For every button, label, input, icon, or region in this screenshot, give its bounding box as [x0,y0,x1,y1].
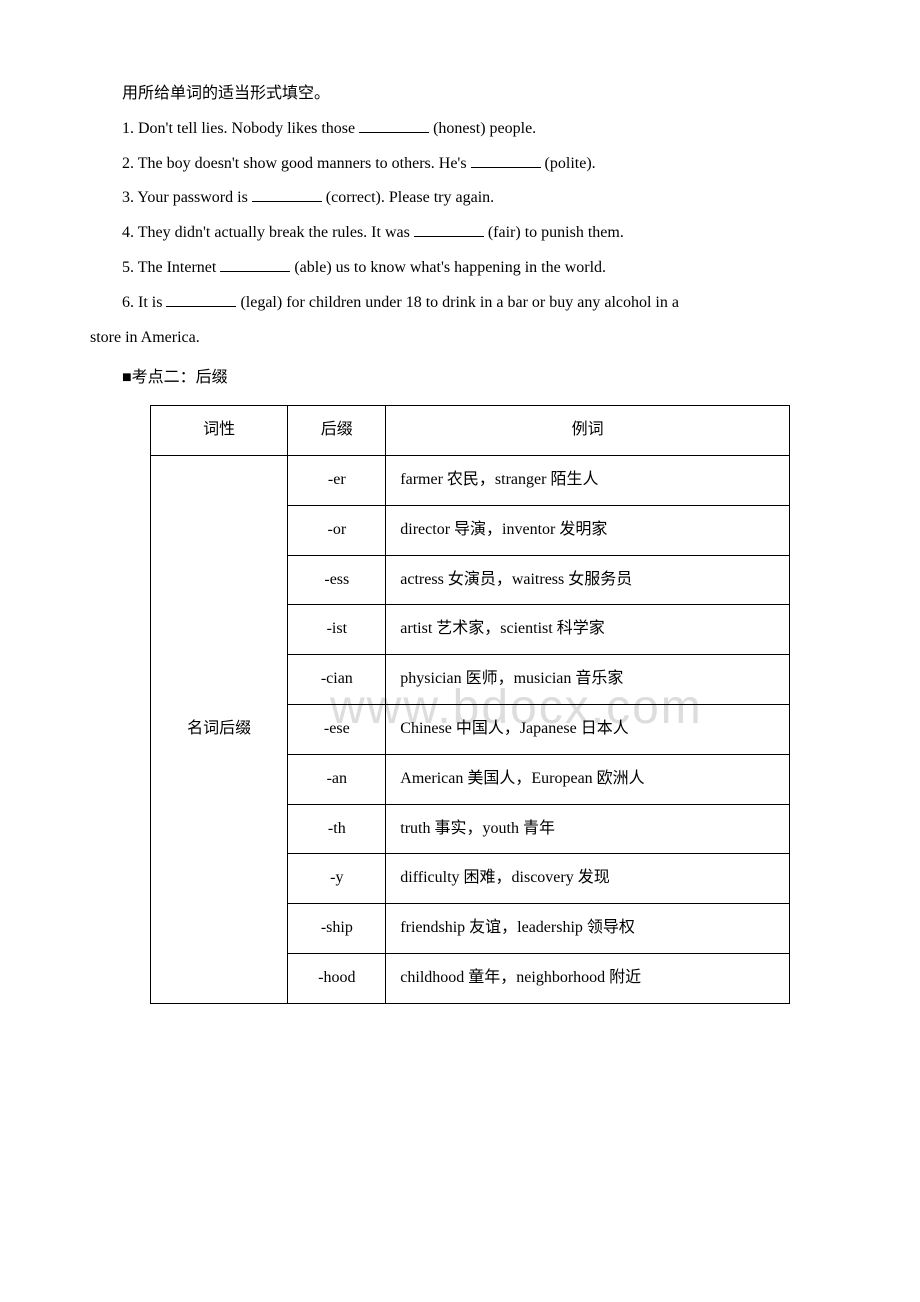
example-cell: childhood 童年，neighborhood 附近 [386,953,790,1003]
page-container: www.bdocx.com 用所给单词的适当形式填空。 1. Don't tel… [90,80,830,1004]
example-cell: director 导演，inventor 发明家 [386,505,790,555]
fill-blank[interactable] [359,117,429,133]
suffix-cell: -hood [288,953,386,1003]
question-pre: 6. It is [122,294,166,311]
example-cell: physician 医师，musician 音乐家 [386,655,790,705]
suffix-cell: -an [288,754,386,804]
instruction-text: 用所给单词的适当形式填空。 [90,80,830,109]
table-row: 名词后缀 -er farmer 农民，stranger 陌生人 [151,455,790,505]
question-3: 3. Your password is (correct). Please tr… [90,184,830,213]
example-cell: artist 艺术家，scientist 科学家 [386,605,790,655]
example-cell: Chinese 中国人，Japanese 日本人 [386,704,790,754]
example-cell: truth 事实，youth 青年 [386,804,790,854]
example-cell: friendship 友谊，leadership 领导权 [386,904,790,954]
suffix-cell: -cian [288,655,386,705]
question-post: (fair) to punish them. [484,224,624,241]
fill-blank[interactable] [471,152,541,168]
header-col3: 例词 [386,406,790,456]
question-6-line2: store in America. [90,324,830,353]
question-5: 5. The Internet (able) us to know what's… [90,254,830,283]
header-col1: 词性 [151,406,288,456]
question-pre: 4. They didn't actually break the rules.… [122,224,414,241]
question-2: 2. The boy doesn't show good manners to … [90,150,830,179]
suffix-cell: -ese [288,704,386,754]
question-pre: 2. The boy doesn't show good manners to … [122,155,471,172]
suffix-cell: -ist [288,605,386,655]
suffix-cell: -or [288,505,386,555]
section-title: ■考点二：后缀 [90,364,830,393]
question-4: 4. They didn't actually break the rules.… [90,219,830,248]
question-post: (legal) for children under 18 to drink i… [236,294,679,311]
header-col2: 后缀 [288,406,386,456]
suffix-table: 词性 后缀 例词 名词后缀 -er farmer 农民，stranger 陌生人… [150,405,790,1004]
question-pre: 3. Your password is [122,189,252,206]
row-label: 名词后缀 [151,455,288,1003]
fill-blank[interactable] [220,256,290,272]
example-cell: American 美国人，European 欧洲人 [386,754,790,804]
question-6: 6. It is (legal) for children under 18 t… [90,289,830,318]
fill-blank[interactable] [166,291,236,307]
question-pre: 1. Don't tell lies. Nobody likes those [122,120,359,137]
suffix-cell: -th [288,804,386,854]
example-cell: actress 女演员，waitress 女服务员 [386,555,790,605]
fill-blank[interactable] [252,186,322,202]
suffix-cell: -er [288,455,386,505]
suffix-cell: -ship [288,904,386,954]
question-post: (able) us to know what's happening in th… [290,259,606,276]
suffix-cell: -ess [288,555,386,605]
question-post: (correct). Please try again. [322,189,494,206]
question-1: 1. Don't tell lies. Nobody likes those (… [90,115,830,144]
question-pre: 5. The Internet [122,259,220,276]
fill-blank[interactable] [414,221,484,237]
example-cell: farmer 农民，stranger 陌生人 [386,455,790,505]
table-header-row: 词性 后缀 例词 [151,406,790,456]
question-post: (polite). [541,155,596,172]
question-post: (honest) people. [429,120,536,137]
suffix-cell: -y [288,854,386,904]
example-cell: difficulty 困难，discovery 发现 [386,854,790,904]
